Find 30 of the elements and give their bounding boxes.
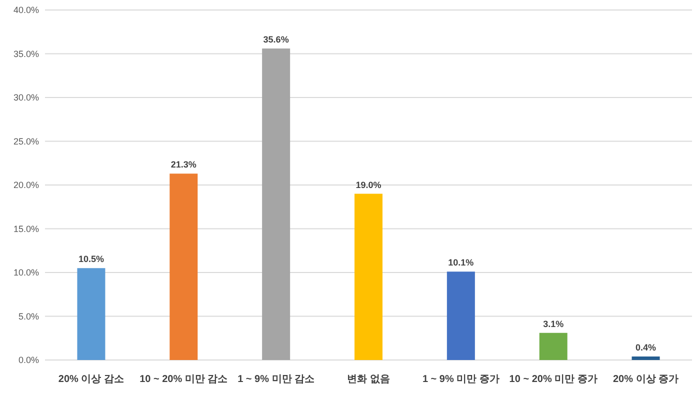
x-tick-label: 1 ~ 9% 미만 증가 (422, 374, 500, 385)
y-tick-label: 5.0% (18, 311, 39, 322)
y-tick-label: 15.0% (13, 224, 39, 234)
y-tick-label: 35.0% (13, 48, 39, 59)
x-tick-label: 10 ~ 20% 미만 증가 (509, 374, 598, 385)
y-tick-label: 20.0% (13, 180, 39, 190)
y-tick-label: 25.0% (13, 136, 39, 146)
bar (446, 272, 475, 360)
data-label: 10.5% (78, 254, 104, 264)
y-tick-label: 30.0% (13, 92, 39, 102)
bar (262, 48, 290, 360)
bar (539, 332, 568, 360)
data-label: 19.0% (356, 180, 382, 190)
bar (354, 194, 382, 360)
bar (170, 174, 198, 360)
x-tick-label: 변화 없음 (347, 374, 390, 385)
data-label: 0.4% (636, 342, 656, 352)
data-label: 3.1% (543, 318, 564, 329)
y-tick-label: 0.0% (18, 355, 39, 365)
data-label: 10.1% (448, 258, 474, 268)
data-label: 35.6% (263, 34, 289, 44)
bar (632, 356, 660, 360)
x-tick-label: 20% 이상 증가 (612, 374, 679, 385)
data-label: 21.3% (170, 160, 196, 170)
y-tick-label: 10.0% (13, 268, 39, 278)
x-tick-label: 1 ~ 9% 미만 감소 (238, 374, 315, 385)
x-tick-label: 10 ~ 20% 미만 감소 (140, 374, 228, 385)
y-tick-label: 40.0% (13, 5, 39, 15)
bar (77, 268, 106, 360)
x-tick-label: 20% 이상 감소 (58, 374, 124, 385)
